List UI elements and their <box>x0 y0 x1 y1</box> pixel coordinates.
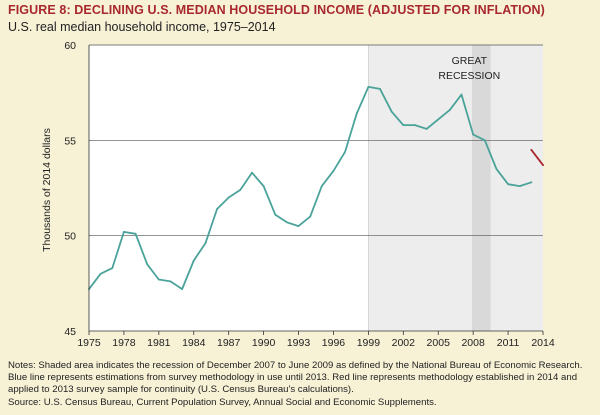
y-tick-label-45: 45 <box>64 326 76 338</box>
data-point-old-1994 <box>309 215 312 218</box>
data-point-old-2002 <box>402 124 405 126</box>
data-point-old-2006 <box>448 108 451 111</box>
x-tick-label-1993: 1993 <box>287 337 311 349</box>
figure-title: FIGURE 8: DECLINING U.S. MEDIAN HOUSEHOL… <box>8 3 545 17</box>
y-axis-label: Thousands of 2014 dollars <box>41 128 53 252</box>
recession-label-line-2: RECESSION <box>438 70 500 82</box>
data-point-old-2007 <box>460 93 463 96</box>
data-point-old-1979 <box>134 232 137 235</box>
data-point-old-2001 <box>390 110 393 113</box>
x-tick-label-2011: 2011 <box>497 337 520 349</box>
x-tick-label-2005: 2005 <box>427 337 451 349</box>
data-point-old-1995 <box>320 185 323 187</box>
chart-notes: Notes: Shaded area indicates the recessi… <box>8 360 583 395</box>
data-point-old-2010 <box>495 168 498 170</box>
data-point-old-1993 <box>297 225 300 228</box>
recession-label-line-1: GREAT <box>452 55 488 67</box>
x-tick-label-1999: 1999 <box>357 337 381 349</box>
data-point-old-2009 <box>483 139 486 142</box>
income-line-new-method <box>530 148 544 167</box>
data-point-old-1988 <box>239 189 242 191</box>
x-tick-label-1990: 1990 <box>252 337 276 349</box>
data-point-old-2000 <box>379 87 381 90</box>
data-point-old-1978 <box>123 230 125 233</box>
x-tick-label-1981: 1981 <box>147 337 171 349</box>
x-tick-label-2008: 2008 <box>461 337 485 349</box>
data-point-old-1983 <box>181 288 184 290</box>
x-tick-label-1984: 1984 <box>182 337 206 349</box>
data-point-new-2014 <box>542 164 544 167</box>
data-point-old-1989 <box>251 171 253 174</box>
data-point-old-1981 <box>157 278 160 281</box>
data-point-old-1990 <box>262 185 265 187</box>
chart-source: Source: U.S. Census Bureau, Current Popu… <box>8 397 437 408</box>
data-point-old-1982 <box>169 280 172 283</box>
x-tick-label-1978: 1978 <box>112 337 136 349</box>
x-tick-label-1975: 1975 <box>77 337 101 349</box>
data-point-old-1976 <box>99 272 102 275</box>
data-point-old-1999 <box>367 86 370 88</box>
figure-subtitle: U.S. real median household income, 1975–… <box>8 20 276 34</box>
data-point-old-1986 <box>216 208 218 210</box>
x-tick-label-1996: 1996 <box>322 337 346 349</box>
data-point-old-2008 <box>472 133 475 136</box>
data-point-old-1997 <box>344 150 347 153</box>
data-point-old-1985 <box>204 242 207 245</box>
data-point-old-2005 <box>437 118 440 121</box>
y-tick-label-55: 55 <box>64 135 76 147</box>
data-point-old-1991 <box>274 213 277 216</box>
x-tick-label-1987: 1987 <box>217 337 241 349</box>
data-point-old-1992 <box>285 221 288 224</box>
x-tick-label-2002: 2002 <box>392 337 416 349</box>
data-point-new-2013 <box>530 148 533 151</box>
data-point-old-1984 <box>192 259 195 262</box>
data-point-old-2011 <box>507 183 509 186</box>
data-point-old-2013 <box>530 181 533 184</box>
y-tick-label-50: 50 <box>64 231 76 243</box>
y-tick-label-60: 60 <box>64 40 76 52</box>
recession-shade <box>471 45 491 331</box>
data-point-old-1977 <box>111 267 114 269</box>
x-tick-label-2014: 2014 <box>531 337 555 349</box>
shade-1999-2014 <box>368 45 543 331</box>
data-point-old-1980 <box>146 263 149 266</box>
income-line-chart: 1975 1978 1981 1984 1987 1990 1993 1996 1999 2002… <box>41 40 555 349</box>
data-point-old-1996 <box>332 169 335 172</box>
data-point-old-1987 <box>227 196 230 199</box>
data-point-old-1998 <box>355 112 358 115</box>
data-point-old-2012 <box>518 185 521 187</box>
data-point-old-2003 <box>414 124 416 126</box>
data-point-old-2004 <box>425 127 428 130</box>
